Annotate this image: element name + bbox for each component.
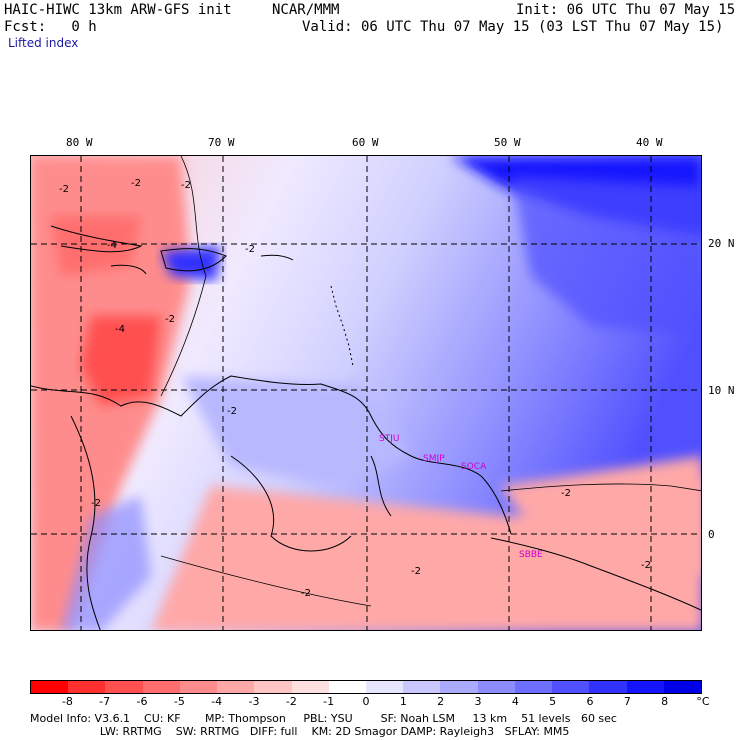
color-scale-tick: -4 [211, 695, 223, 708]
lat-label-10n: 10 N [708, 384, 735, 397]
red-core-west [81, 316, 161, 406]
contour-label: -4 [115, 324, 125, 335]
color-swatch [105, 681, 143, 693]
color-scale-tick: 6 [586, 695, 594, 708]
field-name: Lifted index [8, 36, 79, 50]
lon-label-40w: 40 W [636, 136, 663, 149]
red-core-nw [51, 216, 141, 276]
forecast-hour: Fcst: 0 h [4, 19, 97, 35]
color-scale-tick: 0 [362, 695, 370, 708]
contour-label: -2 [59, 184, 69, 195]
contour-minus2-south [160, 555, 372, 607]
contour-label: -2 [181, 180, 191, 191]
color-scale-tick: -2 [285, 695, 297, 708]
color-scale-tick: -8 [61, 695, 73, 708]
color-scale-tick: 2 [437, 695, 445, 708]
coast-puerto-rico [260, 254, 294, 261]
coastlines [31, 225, 701, 630]
coast-south-america-north [31, 375, 512, 535]
contour-label: -2 [641, 560, 651, 571]
contour-label: -2 [561, 488, 571, 499]
init-time: Init: 06 UTC Thu 07 May 15 [516, 2, 736, 18]
color-scale-tick: 5 [549, 695, 557, 708]
blue-core-hispaniola [161, 246, 221, 281]
coast-brazil-north [490, 537, 701, 611]
border-colombia [70, 415, 101, 630]
coast-jamaica [110, 264, 147, 275]
color-swatch [663, 681, 701, 693]
color-scale-tick: -6 [136, 695, 148, 708]
contour-minus2-west [160, 156, 207, 397]
org-label: NCAR/MMM [272, 2, 340, 18]
color-scale-tick: 7 [623, 695, 631, 708]
map-canvas: -2 -4 -2 -2 -4 -2 -2 -2 -2 -2 -2 -2 -2 [31, 156, 701, 630]
graticule [31, 156, 701, 630]
color-swatch [217, 681, 255, 693]
color-scale-bar [30, 680, 702, 694]
blue-zone-colombia [61, 496, 151, 630]
color-scale-tick: 1 [399, 695, 407, 708]
color-swatch [626, 681, 664, 693]
contours [160, 156, 701, 607]
model-title: HAIC-HIWC 13km ARW-GFS init [4, 2, 232, 18]
contour-label: -2 [245, 244, 255, 255]
color-scale-tick: 8 [661, 695, 669, 708]
contour-label: -2 [165, 314, 175, 325]
lat-label-20n: 20 N [708, 237, 735, 250]
contour-label: -2 [411, 566, 421, 577]
model-info-line1: Model Info: V3.6.1 CU: KF MP: Thompson P… [30, 712, 617, 725]
color-swatch [403, 681, 441, 693]
station-label: SMJP [423, 454, 445, 464]
contour-label: -2 [301, 588, 311, 599]
color-swatch [552, 681, 590, 693]
coast-cuba [50, 225, 143, 253]
contour-label: -4 [107, 240, 117, 251]
color-scale-unit: °C [696, 695, 710, 708]
color-swatch [291, 681, 329, 693]
blue-zone-venezuela [181, 376, 411, 486]
contour-label: -2 [131, 178, 141, 189]
color-swatch [142, 681, 180, 693]
coast-hispaniola [160, 248, 227, 272]
lon-label-60w: 60 W [352, 136, 379, 149]
color-scale-tick: -1 [323, 695, 335, 708]
color-scale-tick: -3 [248, 695, 260, 708]
color-swatch [31, 681, 69, 693]
lifted-index-map: -2 -4 -2 -2 -4 -2 -2 -2 -2 -2 -2 -2 -2 S… [30, 155, 702, 631]
contour-label: -2 [91, 498, 101, 509]
color-scale-tick: 4 [511, 695, 519, 708]
color-scale-tick: -5 [173, 695, 185, 708]
color-swatch [477, 681, 515, 693]
station-label: SOCA [461, 462, 487, 472]
station-label: STJU [379, 434, 400, 444]
color-scale-tick: 3 [474, 695, 482, 708]
color-swatch [179, 681, 218, 693]
border-venezuela [230, 455, 352, 552]
color-swatch [68, 681, 106, 693]
border-guyana [370, 455, 392, 517]
color-swatch [514, 681, 553, 693]
contour-label: -2 [227, 406, 237, 417]
station-label: SBBE [519, 550, 543, 560]
valid-time: Valid: 06 UTC Thu 07 May 15 (03 LST Thu … [302, 19, 724, 35]
contour-label-group: -2 -4 -2 -2 -4 -2 -2 -2 -2 -2 -2 -2 -2 [59, 178, 651, 599]
color-swatch [440, 681, 478, 693]
lon-label-50w: 50 W [494, 136, 521, 149]
model-info-line2: LW: RRTMG SW: RRTMG DIFF: full KM: 2D Sm… [30, 725, 570, 738]
color-swatch [365, 681, 404, 693]
lat-label-0: 0 [708, 528, 715, 541]
lon-label-70w: 70 W [208, 136, 235, 149]
color-swatch [589, 681, 627, 693]
coast-lesser-antilles [330, 285, 354, 367]
color-scale-tick: -7 [99, 695, 111, 708]
lon-label-80w: 80 W [66, 136, 93, 149]
blue-zone-east [511, 176, 701, 336]
color-swatch [328, 681, 366, 693]
color-swatch [254, 681, 292, 693]
contour-minus2-southeast [500, 483, 701, 492]
